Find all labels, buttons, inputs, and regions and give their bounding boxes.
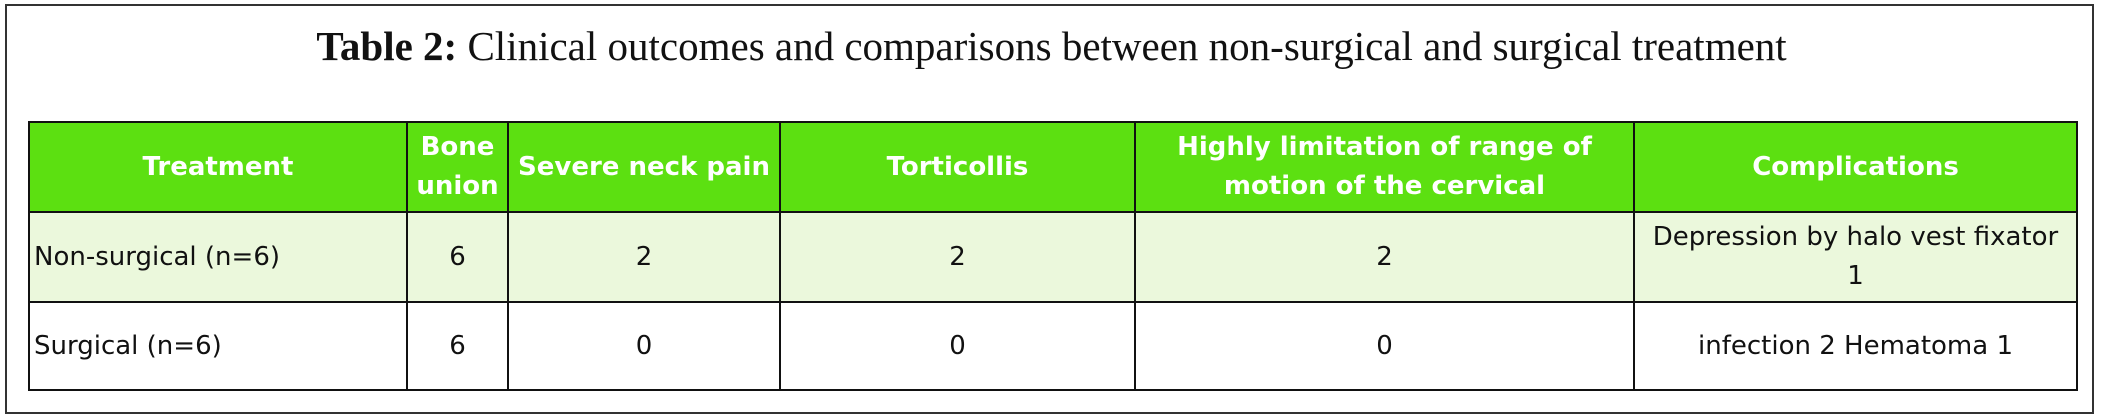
caption-text: Clinical outcomes and comparisons betwee… <box>467 23 1787 69</box>
column-header: Severe neck pain <box>507 121 781 213</box>
column-header: Highly limitation of range of motion of … <box>1134 121 1635 213</box>
frame <box>5 4 2094 414</box>
table-cell: 2 <box>507 211 781 303</box>
table-cell: 6 <box>406 301 509 391</box>
column-header: Treatment <box>28 121 408 213</box>
table-cell: 2 <box>1134 211 1635 303</box>
caption-label: Table 2: <box>316 23 458 69</box>
table-cell: Depression by halo vest fixator 1 <box>1633 211 2078 303</box>
table-row: Non-surgical (n=6) 6 2 2 2 Depression by halo… <box>28 211 2078 303</box>
table-cell: 0 <box>1134 301 1635 391</box>
table-cell: 0 <box>779 301 1136 391</box>
column-header: Complications <box>1633 121 2078 213</box>
table-body: Non-surgical (n=6) 6 2 2 2 Depression by halo… <box>28 211 2078 391</box>
table-cell: Surgical (n=6) <box>28 301 408 391</box>
table-cell: infection 2 Hematoma 1 <box>1633 301 2078 391</box>
column-header: Bone union <box>406 121 509 213</box>
table-cell: 2 <box>779 211 1136 303</box>
table-cell: 6 <box>406 211 509 303</box>
table-cell: 0 <box>507 301 781 391</box>
column-header: Torticollis <box>779 121 1136 213</box>
table-cell: Non-surgical (n=6) <box>28 211 408 303</box>
table-row: Surgical (n=6) 6 0 0 0 infection 2 Hematoma 1 <box>28 301 2078 391</box>
caption: Table 2: Clinical outcomes and compariso… <box>0 22 2103 70</box>
table: Treatment Bone union Severe neck pain Torti… <box>28 121 2078 391</box>
header-row: Treatment Bone union Severe neck pain Torti… <box>28 121 2078 213</box>
